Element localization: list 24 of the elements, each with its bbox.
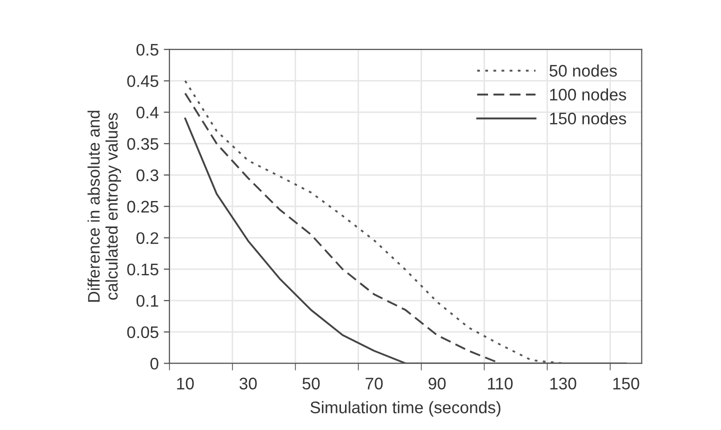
- x-tick-label: 50: [302, 378, 320, 390]
- x-tick-label: 150: [613, 378, 640, 390]
- legend-label: 100 nodes: [550, 88, 626, 101]
- y-tick-label: 0.3: [136, 169, 158, 182]
- y-tick-label: 0.5: [136, 44, 158, 56]
- y-tick-label: 0.4: [136, 106, 159, 118]
- y-tick-label: 0.35: [127, 138, 158, 150]
- legend-label: 50 nodes: [550, 64, 617, 77]
- x-tick-label: 30: [240, 378, 257, 390]
- y-tick-label: 0.2: [136, 232, 158, 244]
- x-tick-label: 110: [488, 378, 513, 390]
- legend-label: 150 nodes: [550, 112, 626, 124]
- y-tick-label: 0.15: [127, 264, 158, 276]
- y-tick-label: 0.25: [127, 200, 158, 213]
- x-axis-title: Simulation time (seconds): [310, 401, 500, 417]
- y-tick-label: 0.45: [127, 75, 158, 88]
- y-tick-label: 0.05: [127, 326, 158, 338]
- x-tick-label: 130: [550, 378, 576, 390]
- x-tick-label: 90: [428, 378, 446, 390]
- y-tick-label: 0: [150, 358, 158, 370]
- y-axis-title: Difference in absolute and calculated entropy values: [88, 110, 122, 302]
- y-tick-label: 0.1: [136, 294, 158, 307]
- x-tick-label: 10: [177, 378, 194, 390]
- x-tick-label: 70: [366, 378, 383, 390]
